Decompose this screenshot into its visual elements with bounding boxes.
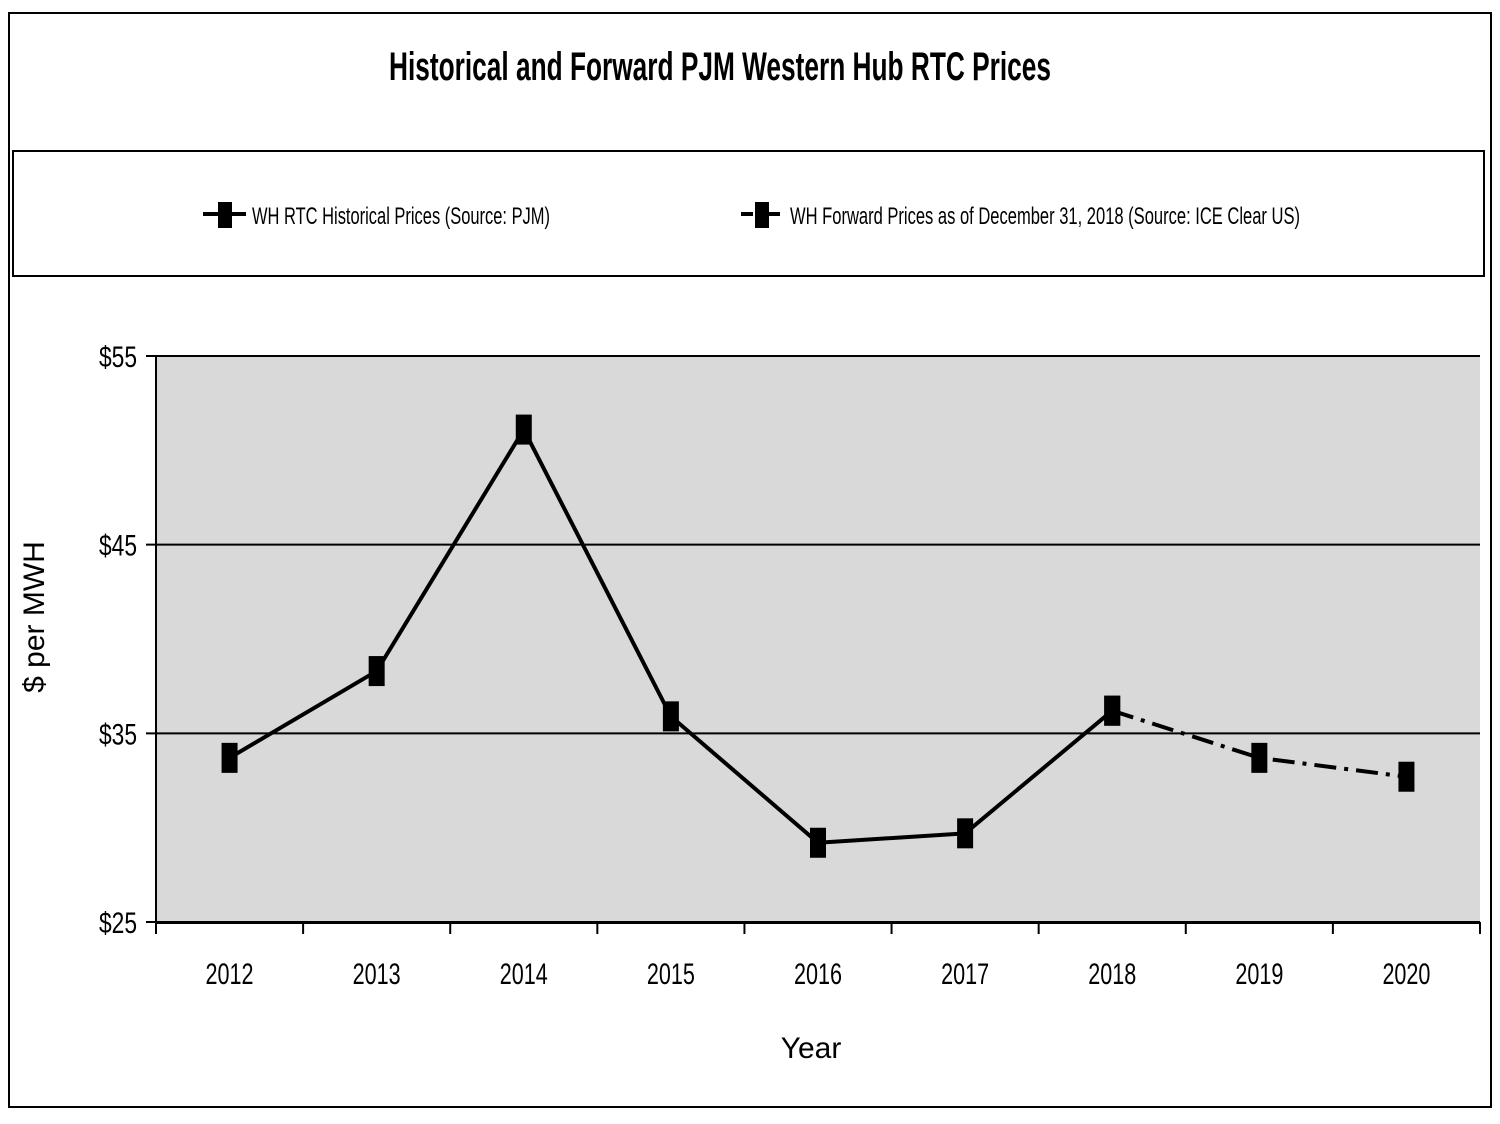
chart-title: Historical and Forward PJM Western Hub R… (389, 45, 1051, 89)
data-point-historical-2015 (662, 701, 679, 732)
x-axis: 2012 2013 2014 2015 2016 2017 2018 2019 2020 (155, 922, 1481, 991)
legend-historical-label: WH RTC Historical Prices (Source: PJM) (252, 203, 550, 230)
data-point-forward-2018 (1104, 695, 1121, 726)
data-point-historical-2014 (515, 414, 532, 445)
x-tick-label: 2014 (500, 958, 548, 991)
data-point-historical-2016 (810, 827, 826, 858)
legend-item-historical: WH RTC Historical Prices (Source: PJM) (203, 202, 550, 230)
legend-forward-marker (755, 202, 769, 228)
data-point-historical-2012 (221, 742, 238, 773)
x-tick-label: 2013 (353, 958, 401, 991)
data-point-forward-2019 (1251, 742, 1268, 773)
x-tick-label: 2017 (941, 958, 989, 991)
legend-item-forward: WH Forward Prices as of December 31, 201… (741, 202, 1300, 230)
x-tick-label: 2020 (1382, 958, 1430, 991)
x-tick-label: 2018 (1088, 958, 1136, 991)
series-line-forward (1111, 708, 1407, 779)
y-axis-ticks: $55 $45 $35 $25 (99, 341, 157, 940)
legend-forward-label: WH Forward Prices as of December 31, 201… (790, 203, 1300, 230)
x-axis-title: Year (781, 1032, 842, 1065)
y-tick-label: $45 (99, 530, 137, 563)
x-tick-label: 2016 (794, 958, 842, 991)
y-tick-label: $55 (99, 341, 137, 374)
x-tick-label: 2012 (206, 958, 254, 991)
y-tick-label: $35 (99, 718, 137, 751)
x-tick-label: 2015 (647, 958, 695, 991)
data-point-forward-2020 (1398, 761, 1415, 792)
y-tick-label: $25 (99, 907, 137, 940)
plot-area (156, 356, 1480, 922)
y-axis-title: $ per MWH (18, 541, 51, 693)
x-tick-label: 2019 (1235, 958, 1283, 991)
data-point-historical-2017 (957, 818, 974, 849)
series-markers (221, 414, 1415, 858)
data-point-historical-2013 (368, 656, 385, 687)
legend-historical-marker (218, 202, 232, 228)
